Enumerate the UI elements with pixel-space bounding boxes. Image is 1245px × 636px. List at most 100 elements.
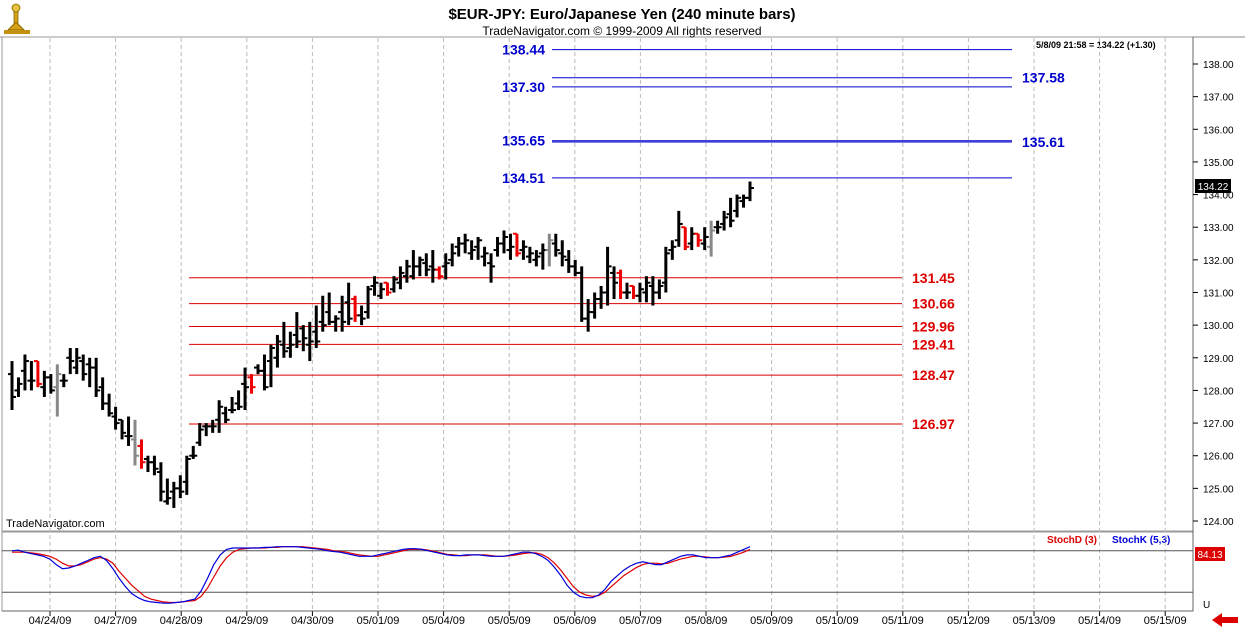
- ohlc-bar: [415, 256, 424, 277]
- ohlc-bar: [131, 419, 139, 466]
- last-price-tag: [1195, 179, 1231, 193]
- x-tick-label: 04/24/09: [29, 615, 72, 627]
- ohlc-bar: [105, 393, 114, 417]
- ohlc-bar: [292, 312, 301, 348]
- ohlc-bar: [402, 259, 411, 283]
- blue-level-label: 134.51: [502, 170, 545, 186]
- ohlc-bar: [474, 237, 483, 260]
- ohlc-bar: [59, 374, 68, 388]
- blue-level-label: 137.58: [1022, 70, 1065, 86]
- ohlc-bar: [228, 396, 237, 414]
- ohlc-bar: [370, 276, 379, 296]
- ohlc-bar: [46, 374, 55, 394]
- y-tick-label: 134.00: [1203, 191, 1234, 202]
- ohlc-bar: [364, 285, 373, 319]
- ohlc-bar: [241, 367, 250, 411]
- x-axis-ticks: 04/24/09 04/27/09 04/28/09 04/29/09 04/30/09…: [2, 610, 1193, 627]
- price-bars: [8, 181, 754, 508]
- ohlc-bar: [8, 361, 16, 411]
- blue-level-label: 135.61: [1022, 134, 1065, 150]
- ohlc-bar: [681, 226, 690, 251]
- x-tick-label: 05/11/09: [882, 615, 924, 627]
- x-tick-label: 04/30/09: [291, 615, 334, 627]
- ohlc-bar: [221, 406, 230, 424]
- ohlc-bar: [506, 233, 515, 260]
- stochd-legend: StochD (3): [1047, 535, 1097, 546]
- y-tick-label: 137.00: [1203, 93, 1234, 104]
- chart-title: $EUR-JPY: Euro/Japanese Yen (240 minute …: [448, 6, 795, 23]
- ohlc-bar: [33, 360, 42, 388]
- x-tick-label: 05/01/09: [357, 615, 400, 627]
- y-tick-label: 131.00: [1203, 289, 1234, 300]
- ohlc-bar: [551, 233, 560, 257]
- stoch-bottom-label: U: [1203, 600, 1210, 611]
- ohlc-bar: [480, 246, 489, 267]
- ohlc-bar: [208, 419, 217, 433]
- ohlc-bar: [53, 364, 62, 417]
- ohlc-bar: [27, 361, 36, 391]
- ohlc-bar: [182, 455, 191, 495]
- ohlc-bar: [661, 246, 670, 293]
- ohlc-bar: [512, 232, 521, 257]
- x-tick-label: 04/29/09: [225, 615, 268, 627]
- ohlc-bar: [247, 374, 256, 394]
- blue-level-label: 137.30: [502, 79, 545, 95]
- x-tick-label: 05/06/09: [553, 615, 596, 627]
- red-level-label: 129.96: [912, 318, 955, 334]
- red-level-label: 126.97: [912, 416, 955, 432]
- blue-level-label: 138.44: [502, 42, 545, 58]
- ohlc-bar: [525, 246, 534, 264]
- x-tick-label: 05/12/09: [947, 615, 990, 627]
- ohlc-bar: [357, 305, 366, 326]
- ohlc-bar: [532, 250, 541, 267]
- ohlc-bar: [448, 243, 457, 267]
- level-lines: 138.44 137.58 137.30 135.65 135.61 134.51 131.…: [189, 42, 1065, 432]
- ohlc-bar: [713, 220, 722, 234]
- price-readout: 5/8/09 21:58 = 134.22 (+1.30): [1036, 40, 1156, 50]
- ohlc-bar: [14, 377, 23, 397]
- x-tick-label: 05/08/09: [685, 615, 728, 627]
- y-tick-label: 127.00: [1203, 419, 1234, 430]
- ohlc-bar: [273, 334, 282, 368]
- y-tick-label: 126.00: [1203, 452, 1234, 463]
- ohlc-bar: [674, 210, 683, 247]
- x-tick-label: 05/13/09: [1013, 615, 1056, 627]
- ohlc-bar: [461, 233, 470, 254]
- y-tick-label: 136.00: [1203, 125, 1234, 136]
- y-tick-label: 133.00: [1203, 223, 1234, 234]
- watermark-text: TradeNavigator.com: [6, 518, 105, 530]
- ohlc-bar: [733, 194, 742, 218]
- ohlc-bar: [79, 354, 88, 381]
- scroll-right-arrow-icon[interactable]: [1208, 612, 1240, 628]
- ohlc-bar: [279, 321, 288, 358]
- ohlc-bar: [668, 240, 677, 260]
- y-tick-label: 129.00: [1203, 354, 1234, 365]
- red-level-label: 128.47: [912, 367, 955, 383]
- ohlc-bar: [603, 246, 612, 306]
- ohlc-bar: [623, 282, 631, 300]
- red-level-label: 131.45: [912, 270, 955, 286]
- y-tick-label: 135.00: [1203, 158, 1234, 169]
- ohlc-bar: [20, 354, 29, 391]
- ohlc-bar: [195, 423, 204, 446]
- ohlc-bar: [396, 266, 405, 290]
- stochk-line: [11, 546, 751, 604]
- ohlc-bar: [338, 295, 347, 332]
- ohlc-bar: [150, 455, 159, 476]
- ohlc-bar: [519, 240, 528, 260]
- last-price-label: 134.22: [1198, 182, 1229, 193]
- ohlc-bar: [156, 462, 165, 502]
- x-tick-label: 05/15/09: [1144, 615, 1187, 627]
- ohlc-bar: [700, 227, 709, 251]
- x-tick-label: 05/14/09: [1078, 615, 1121, 627]
- x-tick-label: 05/10/09: [816, 615, 859, 627]
- ohlc-bar: [176, 475, 185, 499]
- y-tick-label: 138.00: [1203, 60, 1234, 71]
- ohlc-bar: [435, 266, 444, 280]
- ohlc-bar: [118, 418, 127, 440]
- ohlc-bar: [383, 281, 392, 296]
- ohlc-bar: [266, 344, 275, 388]
- red-level-label: 130.66: [912, 296, 955, 312]
- x-tick-label: 05/04/09: [422, 615, 465, 627]
